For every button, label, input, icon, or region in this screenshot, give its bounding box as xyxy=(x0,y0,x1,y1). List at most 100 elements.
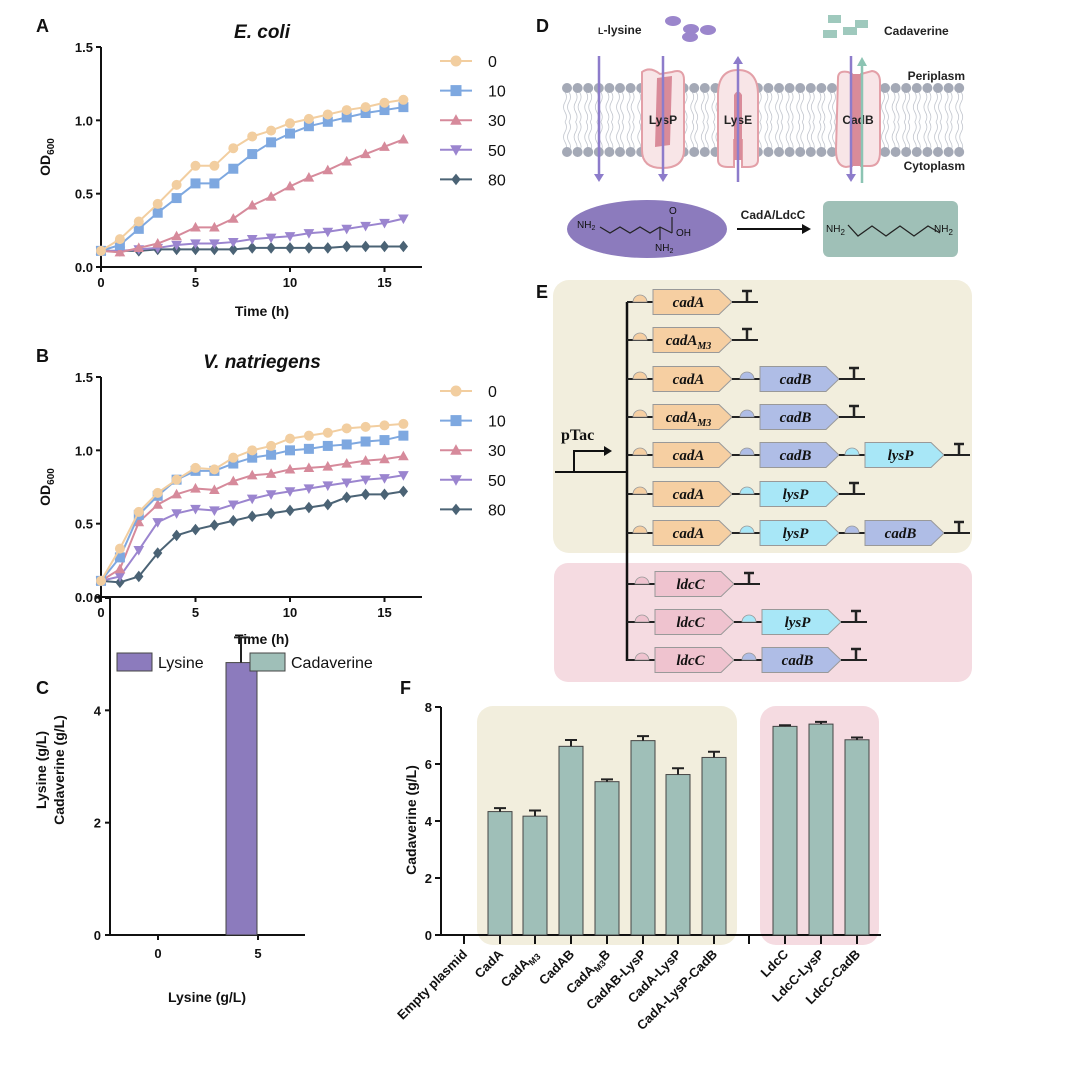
data-point-triangle-down xyxy=(171,240,182,251)
lipid-head xyxy=(827,147,837,157)
gene-name: cadB xyxy=(782,653,814,669)
x-tick-label: 15 xyxy=(377,605,391,620)
gene-name: cadA xyxy=(673,295,705,311)
lipid-head xyxy=(933,83,943,93)
chart-f-ylabel: Cadaverine (g/L) xyxy=(403,765,419,875)
data-point-square xyxy=(285,128,295,139)
terminator-icon xyxy=(744,571,754,584)
chart-c-ylabel-1: Lysine (g/L) xyxy=(33,731,49,809)
data-point-diamond xyxy=(285,242,295,254)
gene-label: cadA xyxy=(673,526,705,542)
gene-name: cadA xyxy=(673,487,705,503)
chart-b-vnatriegens-growth: V. natriegens Time (h) OD600 0 5 10 15 0.0 0.… xyxy=(37,352,506,647)
data-point-diamond xyxy=(266,507,276,520)
gene-label: cadA xyxy=(673,372,705,388)
legend-item-30: 30 xyxy=(440,443,506,460)
data-point-diamond xyxy=(115,576,125,589)
chart-c-ylabel-2: Cadaverine (g/L) xyxy=(51,715,67,825)
legend-item-0: 0 xyxy=(440,384,497,401)
gene-label: ldcC xyxy=(676,577,705,593)
data-point-circle xyxy=(171,474,182,485)
data-point-triangle-down xyxy=(190,504,201,515)
data-point-circle xyxy=(247,131,258,142)
gene-cadA xyxy=(652,442,733,468)
data-point-triangle-down xyxy=(133,545,145,556)
data-point-circle xyxy=(247,445,258,456)
rbs-icon xyxy=(632,525,648,534)
data-point-diamond xyxy=(304,242,314,254)
lipid-tail xyxy=(944,91,953,151)
chart-a-ylabel: OD600 xyxy=(37,138,57,176)
data-point-square xyxy=(379,435,390,446)
data-point-triangle-up xyxy=(303,172,315,182)
legend-item-50: 50 xyxy=(440,473,506,490)
data-point-diamond xyxy=(190,523,201,536)
rbs-icon xyxy=(634,576,650,585)
data-point-triangle-up xyxy=(379,141,390,151)
data-point-circle xyxy=(266,125,277,136)
data-point-diamond xyxy=(342,240,352,253)
terminator-icon xyxy=(742,327,752,340)
data-point-circle xyxy=(398,94,409,105)
y-tick-label: 8 xyxy=(425,700,432,715)
cadaverine-structure: NH2 NH2 xyxy=(823,201,958,257)
x-tick-label: 0 xyxy=(154,946,161,961)
data-point-triangle-down xyxy=(398,471,409,481)
data-point-triangle-up xyxy=(284,180,296,191)
data-point-circle xyxy=(341,423,352,434)
gene-name: lysP xyxy=(888,448,915,464)
data-point-triangle-down xyxy=(322,481,334,492)
y-tick-label: 0 xyxy=(94,928,101,943)
lipid-tail xyxy=(785,91,794,151)
legend-label: Lysine xyxy=(158,655,204,672)
label-text: LdcC xyxy=(758,946,792,980)
chem-hydroxyl: OH xyxy=(676,228,691,239)
gene-cadA xyxy=(652,520,733,546)
bar xyxy=(772,725,798,936)
data-point-circle xyxy=(450,385,462,397)
lipid-head xyxy=(784,147,795,157)
data-point-diamond xyxy=(228,514,238,527)
data-point-diamond xyxy=(134,570,144,583)
lysine-label: L-lysine xyxy=(598,23,642,37)
data-point-triangle-down xyxy=(450,475,462,486)
data-point-triangle-up xyxy=(398,450,409,461)
data-point-circle xyxy=(96,245,106,256)
data-point-triangle-down xyxy=(284,232,296,242)
bar xyxy=(522,815,548,936)
data-point-diamond xyxy=(379,240,390,253)
data-point-triangle-up xyxy=(322,164,334,175)
gene-name: cadA xyxy=(666,333,698,349)
terminator-icon xyxy=(849,366,859,379)
data-point-diamond xyxy=(171,529,182,542)
data-point-triangle-up xyxy=(227,213,239,223)
construct-row: ldcC cadB xyxy=(627,647,867,673)
data-point-circle xyxy=(171,179,182,190)
y-tick-label: 1.0 xyxy=(75,443,93,458)
lipid-head xyxy=(763,83,774,93)
data-point-circle xyxy=(322,427,333,438)
lipid-head xyxy=(816,83,827,93)
gene-lysP xyxy=(864,442,945,468)
data-point-triangle-down xyxy=(379,474,390,484)
lipid-tail xyxy=(796,91,805,151)
gene-label: cadA xyxy=(673,487,705,503)
legend-swatch xyxy=(116,652,153,672)
bar xyxy=(808,723,834,936)
chem-amine: NH2 xyxy=(577,220,595,232)
data-point-circle xyxy=(285,433,295,444)
y-tick-label: 0.0 xyxy=(75,590,93,605)
cytoplasm-label: Cytoplasm xyxy=(904,159,965,173)
data-point-triangle-up xyxy=(114,246,126,257)
gene-name: cadB xyxy=(780,372,812,388)
label-text: Empty plasmid xyxy=(394,946,470,1022)
chart-c-xlabel: Lysine (g/L) xyxy=(168,989,246,1005)
bar xyxy=(487,811,513,936)
data-point-circle xyxy=(360,421,371,432)
promoter-label: pTac xyxy=(561,427,594,444)
lipid-head xyxy=(583,83,594,93)
data-point-diamond xyxy=(209,243,220,256)
error-bar xyxy=(779,724,791,727)
gene-label: ldcC xyxy=(676,653,705,669)
